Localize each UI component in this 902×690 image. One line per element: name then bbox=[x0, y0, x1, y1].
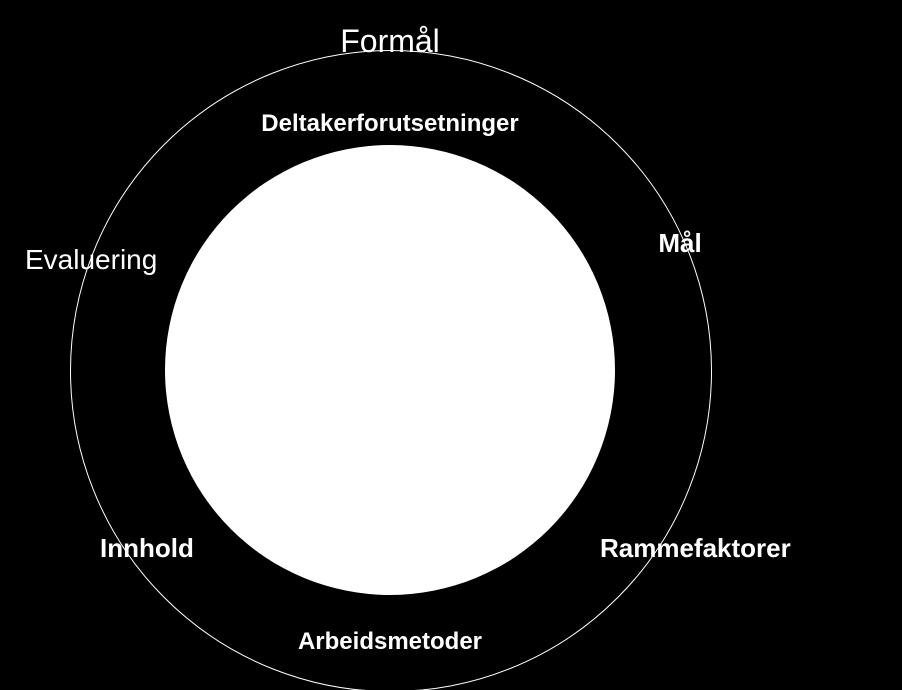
label-arbeids: Arbeidsmetoder bbox=[298, 630, 482, 654]
title-label: Formål bbox=[340, 25, 440, 57]
diagram-stage: Formål Deltakerforutsetninger Mål Rammef… bbox=[0, 0, 902, 690]
label-deltaker: Deltakerforutsetninger bbox=[261, 112, 518, 136]
label-mal: Mål bbox=[658, 230, 701, 256]
label-ramme: Rammefaktorer bbox=[600, 535, 791, 561]
label-innhold: Innhold bbox=[100, 535, 194, 561]
inner-filled-circle bbox=[165, 145, 615, 595]
label-evaluering: Evaluering bbox=[25, 246, 157, 274]
